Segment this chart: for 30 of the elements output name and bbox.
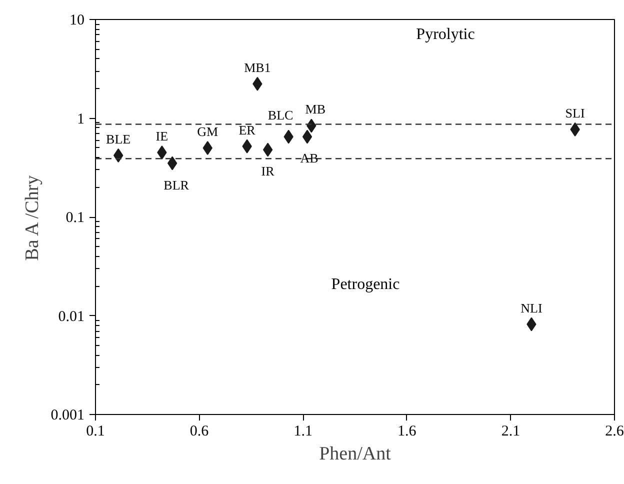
x-tick-label: 0.1 [86, 424, 105, 440]
y-tick-label: 0.001 [50, 408, 84, 424]
annotation: Pyrolytic [416, 26, 475, 43]
annotation: BLC [268, 108, 294, 123]
annotation: SLI [565, 105, 585, 120]
x-tick-label: 1.6 [398, 424, 417, 440]
y-axis-title: Ba A /Chry [22, 174, 43, 261]
x-axis-title: Phen/Ant [319, 444, 392, 464]
annotation: IR [261, 164, 275, 179]
annotation: BLR [164, 177, 190, 192]
y-tick-label: 1 [77, 111, 84, 128]
y-tick-label: 0.1 [66, 210, 84, 226]
point [302, 130, 312, 144]
annotation: NLI [520, 300, 542, 316]
annotation: AB [300, 150, 319, 166]
x-tick-label: 1.1 [294, 424, 312, 440]
annotation: Petrogenic [331, 276, 400, 293]
point [167, 156, 178, 170]
annotation: BLE [106, 131, 131, 146]
point [262, 142, 273, 157]
x-tick-label: 2.6 [605, 424, 624, 440]
annotation: GM [197, 124, 219, 139]
annotation: ER [238, 122, 256, 138]
annotation: MB [305, 102, 326, 117]
y-tick-label: 10 [70, 12, 84, 28]
annotation: IE [156, 128, 168, 144]
annotation: MB1 [244, 60, 271, 75]
x-tick-label: 0.6 [190, 424, 210, 440]
y-tick-label: 0.01 [58, 308, 84, 325]
x-tick-label: 2.1 [501, 424, 520, 440]
